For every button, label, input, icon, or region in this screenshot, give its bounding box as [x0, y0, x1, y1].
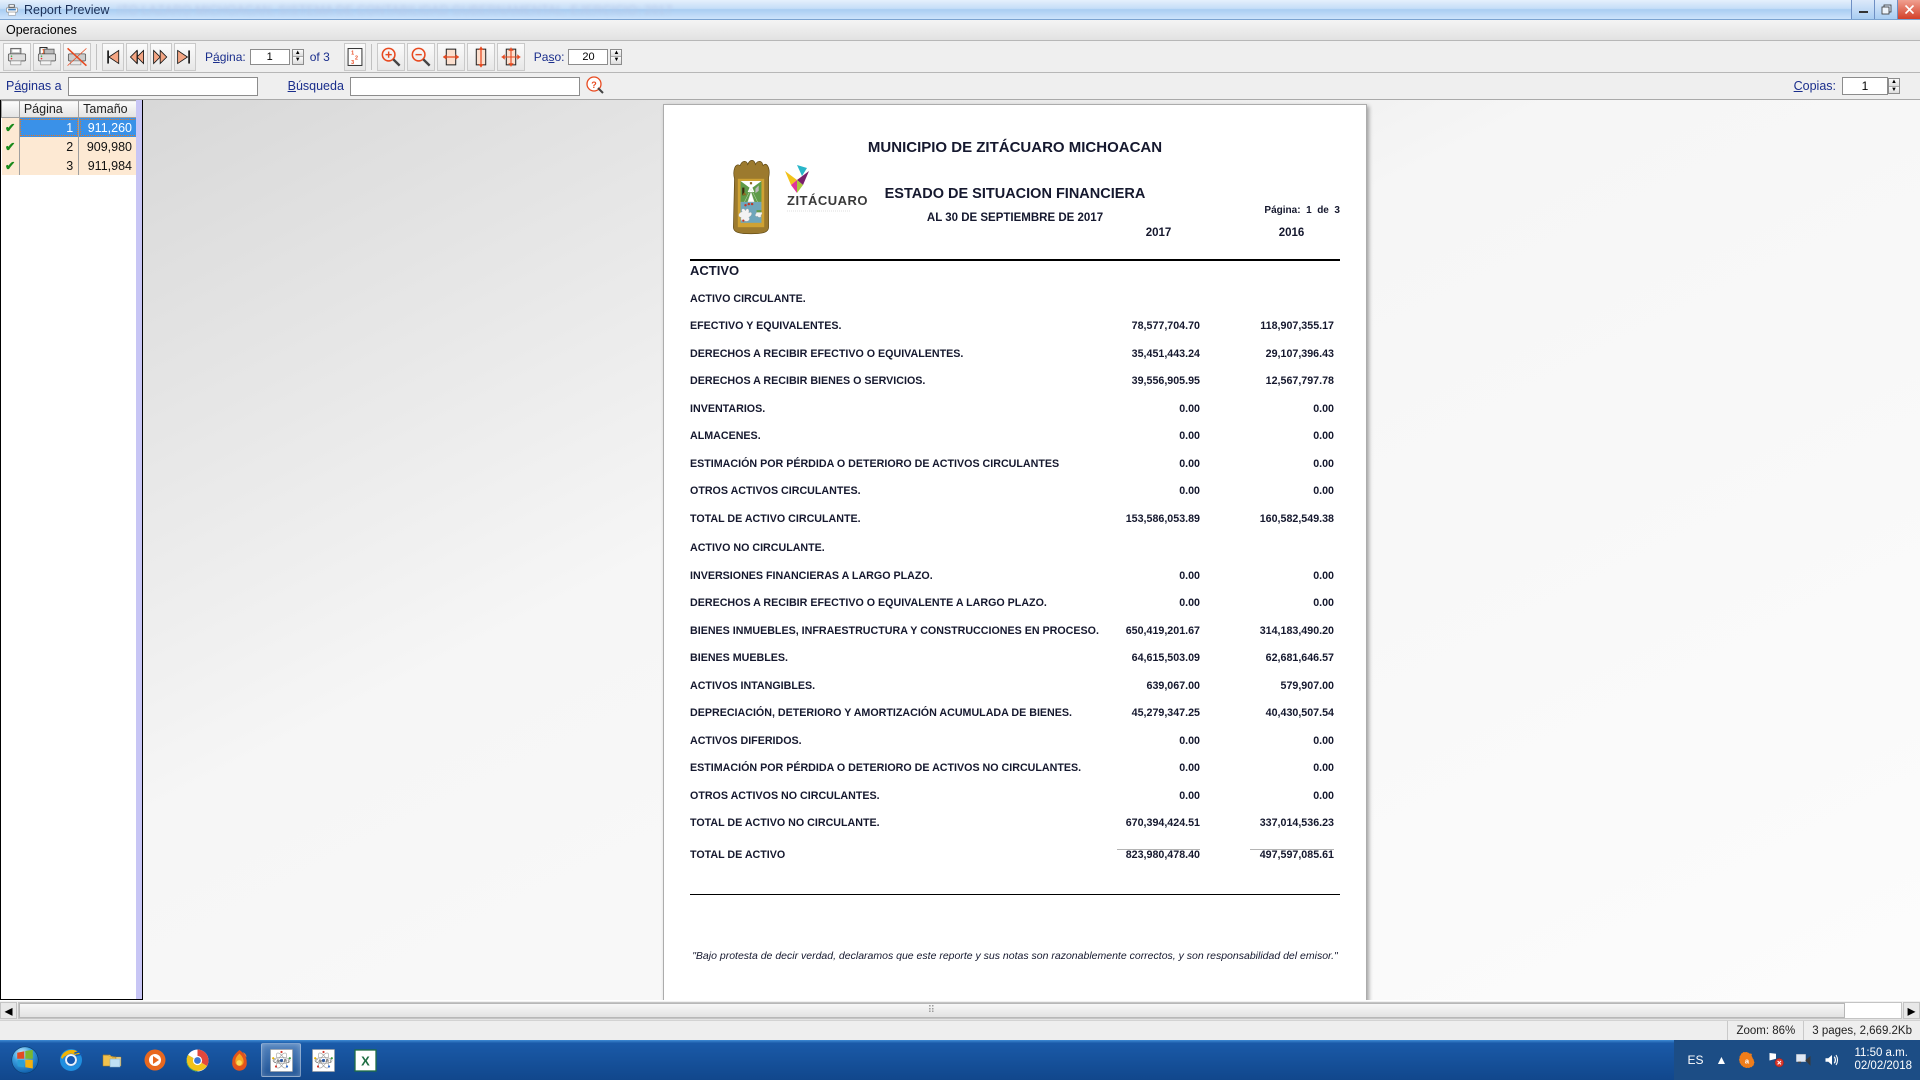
- svg-text:?: ?: [591, 80, 597, 90]
- svg-text:1: 1: [351, 50, 354, 56]
- svg-text:Conf-R1: Conf-R1: [273, 1058, 290, 1063]
- svg-text:2: 2: [355, 55, 358, 61]
- svg-text:ZITÁCUARO: ZITÁCUARO: [787, 193, 868, 208]
- svg-text:Conf-R1: Conf-R1: [315, 1058, 332, 1063]
- svg-text:3: 3: [351, 59, 354, 65]
- svg-text:X: X: [361, 1053, 370, 1068]
